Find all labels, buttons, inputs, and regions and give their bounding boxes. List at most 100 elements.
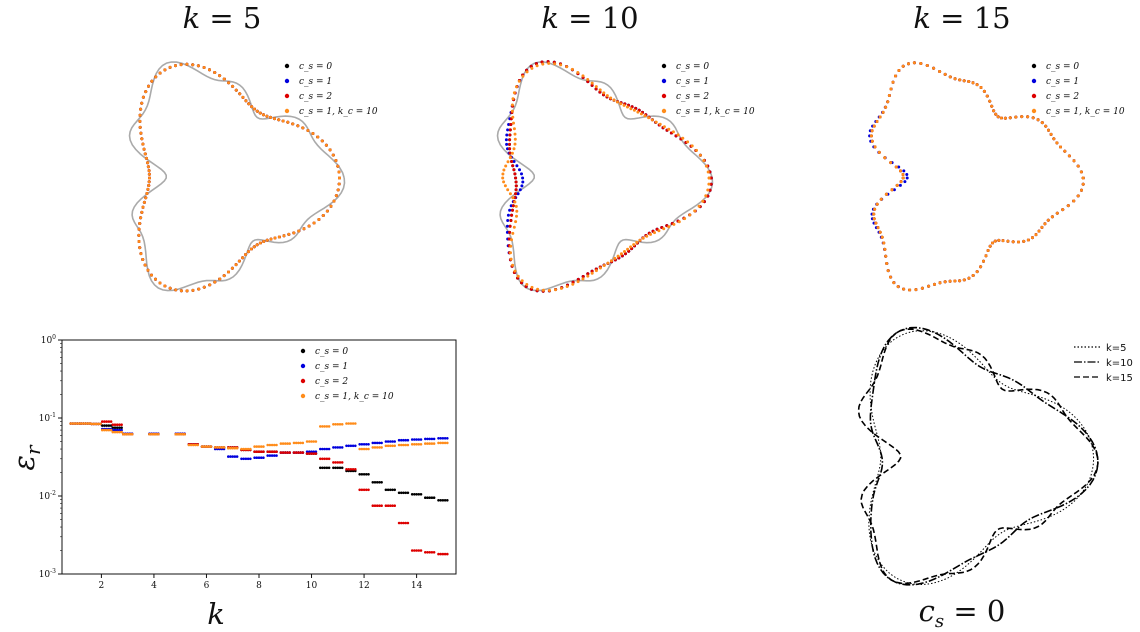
error-point xyxy=(288,451,292,454)
error-point xyxy=(439,437,443,440)
error-point xyxy=(351,422,355,425)
error-point xyxy=(262,456,265,460)
error-point xyxy=(437,552,440,556)
error-point xyxy=(351,444,355,448)
error-point xyxy=(378,441,381,445)
error-point xyxy=(113,428,117,432)
title-k10: k = 10 xyxy=(541,1,638,35)
error-point xyxy=(314,452,318,455)
error-point xyxy=(327,425,331,428)
error-point xyxy=(375,504,379,508)
error-point xyxy=(378,504,381,508)
error-point xyxy=(103,420,106,423)
error-point xyxy=(312,450,316,454)
error-point xyxy=(255,445,259,448)
error-point xyxy=(111,423,115,427)
error-point xyxy=(325,466,329,470)
error-point xyxy=(294,451,298,454)
error-point xyxy=(386,444,390,448)
error-point xyxy=(273,443,276,447)
error-point xyxy=(279,451,283,454)
error-point xyxy=(391,504,394,508)
error-point xyxy=(319,457,322,461)
error-point xyxy=(362,488,366,492)
error-point xyxy=(371,441,375,445)
error-point xyxy=(192,443,195,447)
legend-label: c_s = 0 xyxy=(676,62,709,72)
error-point xyxy=(152,432,156,436)
error-point xyxy=(229,446,232,450)
error-point xyxy=(292,441,296,445)
error-point xyxy=(373,481,377,484)
error-point xyxy=(446,552,449,556)
error-point xyxy=(332,461,335,464)
curve-k15 xyxy=(857,328,1099,585)
error-point xyxy=(397,491,401,495)
error-point xyxy=(130,432,134,436)
error-point xyxy=(118,426,121,430)
error-point xyxy=(340,446,344,449)
error-point xyxy=(323,447,327,451)
error-point xyxy=(334,461,337,464)
error-point xyxy=(227,455,230,458)
error-point xyxy=(334,446,337,449)
error-point xyxy=(279,442,283,445)
legend-marker xyxy=(661,108,667,114)
error-point xyxy=(432,496,436,500)
error-point xyxy=(107,428,111,432)
legend-label: c_s = 0 xyxy=(315,347,348,357)
error-point xyxy=(273,454,276,457)
error-point xyxy=(406,438,410,442)
error-point xyxy=(336,423,340,426)
error-point xyxy=(321,447,324,451)
legend-marker xyxy=(1031,108,1037,114)
error-point xyxy=(360,473,364,476)
error-point xyxy=(284,451,287,454)
error-point xyxy=(410,438,414,441)
error-point xyxy=(362,473,366,476)
error-point xyxy=(443,499,447,502)
error-point xyxy=(397,443,401,447)
error-point xyxy=(402,438,405,442)
error-point xyxy=(340,461,344,464)
error-point xyxy=(240,457,243,461)
error-point xyxy=(358,473,362,476)
error-plot: 2 4 6 8 10 12 14 10-3 10-2 10-1 100 xyxy=(39,334,457,591)
error-point xyxy=(90,422,93,426)
error-point xyxy=(400,521,403,525)
error-point xyxy=(103,428,106,432)
error-point xyxy=(402,491,405,495)
error-point xyxy=(196,443,199,447)
error-point xyxy=(393,504,397,508)
error-point xyxy=(253,450,256,454)
error-point xyxy=(441,437,445,440)
error-point xyxy=(419,493,423,496)
error-point xyxy=(246,447,250,451)
error-point xyxy=(419,549,423,552)
error-point xyxy=(310,440,313,443)
error-point xyxy=(148,432,151,436)
error-point xyxy=(113,423,117,427)
error-point xyxy=(109,420,113,423)
error-point xyxy=(183,432,186,436)
error-point xyxy=(365,447,368,451)
error-point xyxy=(336,461,340,464)
error-point xyxy=(406,491,410,495)
error-point xyxy=(426,496,429,500)
error-point xyxy=(400,443,403,447)
x-tick-label: 8 xyxy=(256,581,262,591)
error-point xyxy=(275,443,278,447)
legend-marker xyxy=(300,363,306,369)
error-point xyxy=(446,499,449,502)
error-point xyxy=(384,504,388,508)
shape-panel-k10 xyxy=(496,60,714,293)
error-point xyxy=(419,438,423,441)
error-point xyxy=(262,445,265,448)
shape-panel-k15 xyxy=(868,61,1085,292)
error-point xyxy=(413,549,416,552)
error-point xyxy=(334,466,337,470)
error-point xyxy=(391,444,394,448)
shape-panel-cs0 xyxy=(857,326,1099,586)
error-point xyxy=(410,549,414,552)
